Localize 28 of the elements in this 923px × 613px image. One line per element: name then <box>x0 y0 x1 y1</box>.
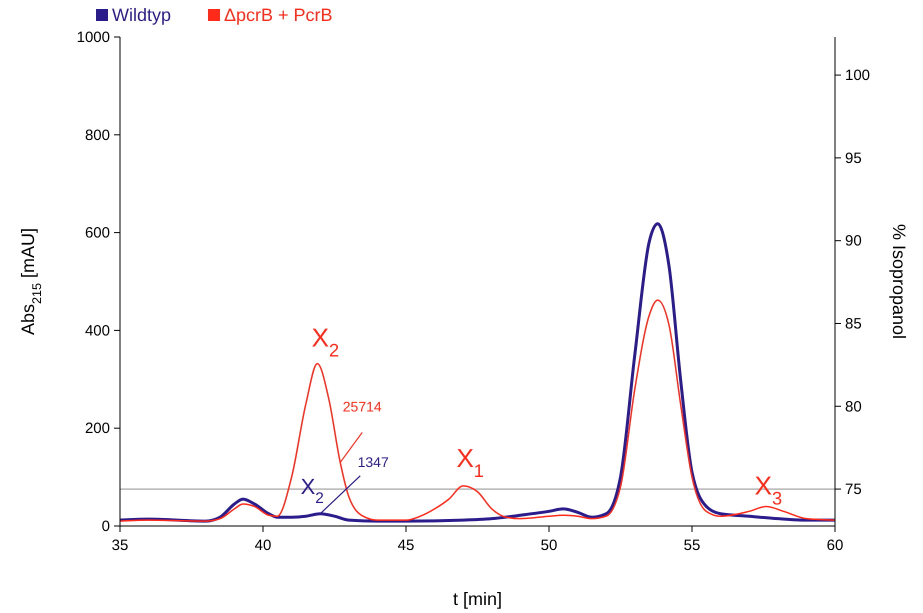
legend-label: Wildtyp <box>112 5 172 25</box>
y-tick-label: 800 <box>84 126 110 144</box>
x-tick-label: 50 <box>540 537 558 554</box>
y-tick-label: 0 <box>102 518 110 535</box>
x-tick-label: 45 <box>398 537 414 554</box>
y2-axis-title: % Isopropanol <box>889 224 909 340</box>
y-tick-label: 1000 <box>76 29 110 46</box>
y-tick-label: 600 <box>84 224 110 242</box>
x-tick-label: 55 <box>684 537 700 554</box>
legend-label: ΔpcrB + PcrB <box>224 5 333 25</box>
y2-tick-label: 85 <box>845 315 862 332</box>
y-tick-label: 200 <box>84 420 110 438</box>
x-tick-label: 35 <box>112 537 128 554</box>
y-tick-label: 400 <box>84 322 110 340</box>
annotation: 1347 <box>358 454 389 470</box>
x-axis-title: t [min] <box>452 589 502 609</box>
annotation: X$_{1}$ <box>456 442 484 481</box>
y2-tick-label: 80 <box>845 398 862 416</box>
y2-tick-label: 100 <box>845 67 870 84</box>
y2-tick-label: 75 <box>845 481 862 498</box>
y2-tick-label: 90 <box>845 232 862 250</box>
annotation: X$_{2}$ <box>300 474 324 506</box>
annotation: X$_{3}$ <box>754 470 782 508</box>
y2-tick-label: 95 <box>845 150 862 167</box>
x-tick-label: 60 <box>826 537 844 554</box>
x-tick-label: 40 <box>254 537 272 554</box>
annotation: 25714 <box>342 398 382 414</box>
annotation: X$_{2}$ <box>312 322 340 361</box>
